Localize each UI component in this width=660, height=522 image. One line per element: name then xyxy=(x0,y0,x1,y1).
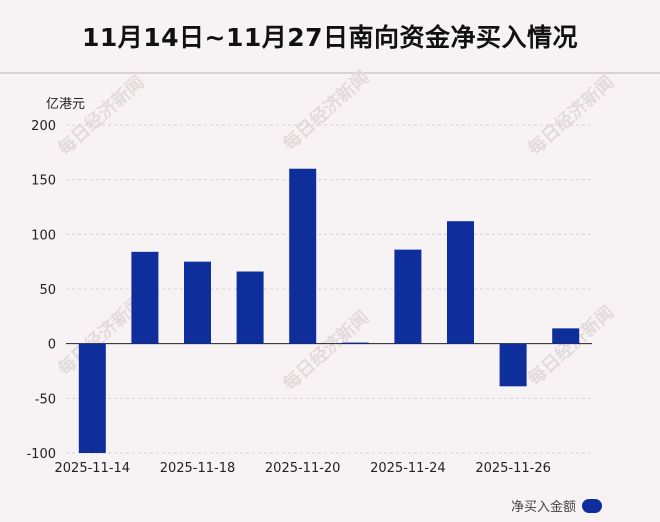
x-tick-label-2: 2025-11-20 xyxy=(265,461,341,476)
x-tick-label-4: 2025-11-26 xyxy=(475,461,551,476)
y-tick-label-3: 50 xyxy=(39,283,56,298)
bar-2025-11-25 xyxy=(447,221,474,344)
chart-title: 11月14日~11月27日南向资金净买入情况 xyxy=(81,23,579,52)
y-axis-label: 亿港元 xyxy=(46,97,85,112)
bar-2025-11-14 xyxy=(78,343,106,453)
bar-2025-11-19 xyxy=(236,271,264,344)
legend-label: 净买入金额 xyxy=(510,500,576,515)
y-tick-label-5: -50 xyxy=(35,392,56,407)
watermark-1: 每日经济新闻 xyxy=(278,66,373,155)
y-tick-label-4: 0 xyxy=(48,338,56,353)
watermark-2: 每日经济新闻 xyxy=(523,71,618,160)
legend: 净买入金额 xyxy=(511,496,602,515)
bar-2025-11-20 xyxy=(289,168,317,344)
watermark-0: 每日经济新闻 xyxy=(53,71,148,160)
legend-swatch xyxy=(582,498,602,513)
watermark-5: 每日经济新闻 xyxy=(523,301,618,390)
x-tick-label-1: 2025-11-18 xyxy=(160,461,236,476)
x-tick-labels: 2025-11-14 2025-11-18 2025-11-20 2025-11-24… xyxy=(55,461,551,476)
title-divider xyxy=(0,72,660,74)
bar-2025-11-18 xyxy=(184,261,211,344)
x-tick-label-0: 2025-11-14 xyxy=(55,461,131,476)
bar-2025-11-24 xyxy=(394,249,422,344)
bar-2025-11-21 xyxy=(341,342,369,344)
bar-2025-11-17 xyxy=(131,251,159,344)
y-tick-label-0: 200 xyxy=(31,119,56,134)
y-tick-label-1: 150 xyxy=(31,174,56,189)
bar-2025-11-26 xyxy=(499,343,527,387)
bars xyxy=(78,168,580,453)
x-tick-label-3: 2025-11-24 xyxy=(370,461,446,476)
y-tick-label-6: -100 xyxy=(26,447,56,462)
bar-2025-11-27 xyxy=(552,328,580,344)
y-tick-labels: 200 150 100 50 0 -50 -100 xyxy=(26,119,56,462)
y-tick-label-2: 100 xyxy=(31,228,56,243)
